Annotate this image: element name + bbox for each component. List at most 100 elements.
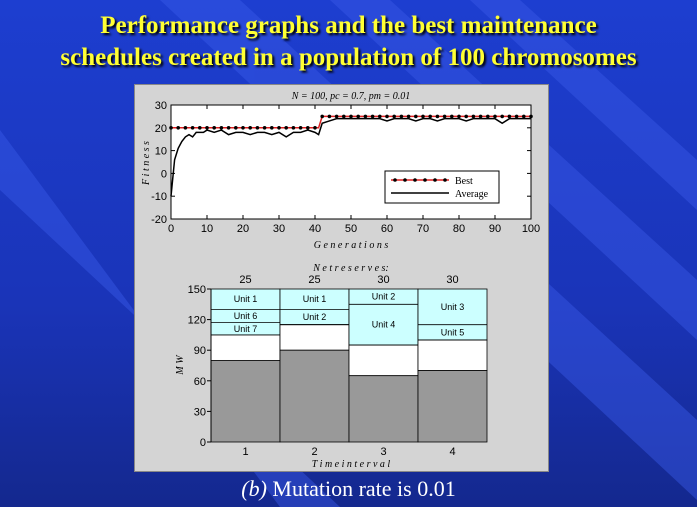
slide-title: Performance graphs and the best maintena… [0,10,697,74]
net-reserve-band [279,324,350,351]
best-fitness-marker [248,126,252,130]
load-demand-bar [279,349,350,443]
caption-text: Mutation rate is 0.01 [266,476,456,501]
best-fitness-marker [241,126,245,130]
load-demand-bar [417,370,488,443]
best-fitness-marker [457,114,461,119]
load-demand-bar [348,375,419,443]
best-fitness-marker [399,114,404,119]
legend-best-marker [433,178,437,182]
best-fitness-marker [406,114,411,119]
best-fitness-marker [349,114,353,119]
time-interval-tick-label: 1 [242,446,248,458]
best-fitness-marker [190,126,195,130]
time-interval-tick-label: 2 [311,446,317,458]
legend-best-marker [413,178,417,182]
best-fitness-marker [334,114,339,119]
fitness-y-tick-label: 0 [161,168,167,180]
net-reserve-value: 25 [239,274,251,286]
best-fitness-marker [370,114,375,119]
fitness-x-axis-label: G e n e r a t i o n s [314,240,389,251]
schedule-y-tick-label: 120 [188,315,206,327]
legend-box [384,170,500,204]
best-fitness-marker [255,126,260,130]
fitness-x-tick-label: 100 [522,223,540,235]
legend-best-marker [403,178,407,182]
best-fitness-marker [378,114,382,119]
best-fitness-marker [486,114,490,119]
best-fitness-marker [392,114,397,119]
best-fitness-marker [320,114,324,119]
best-fitness-marker [183,126,188,130]
schedule-y-tick-label: 0 [200,437,206,449]
slide-title-line-2: schedules created in a population of 100… [60,44,637,71]
best-fitness-marker [176,126,180,130]
maintenance-unit-label: Unit 6 [234,311,258,321]
best-fitness-marker [442,114,447,119]
best-fitness-marker [270,126,274,130]
time-interval-tick-label: 3 [380,446,386,458]
best-fitness-marker [205,126,209,130]
best-fitness-marker [363,114,368,119]
slide-title-line-1: Performance graphs and the best maintena… [100,12,597,39]
average-fitness-line [170,117,531,197]
fitness-x-tick-label: 0 [168,223,174,235]
best-fitness-marker [385,114,389,119]
best-fitness-marker [478,114,483,119]
best-fitness-marker [421,114,425,119]
best-fitness-marker [169,126,173,130]
fitness-y-tick-label: 20 [155,123,167,135]
best-fitness-marker [493,114,497,119]
maintenance-unit-label: Unit 1 [303,294,327,304]
legend-best-label: Best [455,176,473,187]
best-fitness-marker [291,126,296,130]
fitness-chart-title: N = 100, pc = 0.7, pm = 0.01 [291,91,411,102]
best-fitness-marker [507,114,512,119]
best-fitness-marker [284,126,288,130]
maintenance-unit-label: Unit 2 [303,312,327,322]
figure-caption: (b) Mutation rate is 0.01 [0,476,697,502]
fitness-x-tick-label: 20 [237,223,249,235]
fitness-y-axis-label: F i t n e s s [141,141,152,186]
net-reserve-value: 25 [308,274,320,286]
net-reserve-band [417,339,488,372]
net-reserve-band [210,334,281,361]
best-fitness-marker [313,126,317,130]
schedule-y-axis-label: M W [175,354,186,376]
schedule-y-tick-label: 30 [194,406,206,418]
legend-average-label: Average [455,189,489,200]
maintenance-unit-label: Unit 2 [372,292,396,302]
best-fitness-marker [435,114,440,119]
fitness-y-tick-label: -10 [151,191,167,203]
fitness-x-tick-label: 80 [453,223,465,235]
maintenance-unit-label: Unit 5 [441,327,465,337]
best-fitness-marker [226,126,231,130]
best-fitness-marker [277,126,281,130]
fitness-x-tick-label: 90 [489,223,501,235]
best-fitness-marker [414,114,418,119]
maintenance-unit-label: Unit 1 [234,294,258,304]
best-fitness-marker [522,114,526,119]
net-reserve-band [348,344,419,377]
reserves-title: N e t r e s e r v e s: [312,263,389,274]
maintenance-capacity-band [210,288,281,336]
fitness-legend [384,170,500,204]
maintenance-unit-label: Unit 3 [441,302,465,312]
best-fitness-marker [428,114,433,119]
best-fitness-marker [514,114,519,119]
best-fitness-marker [471,114,476,119]
fitness-x-tick-label: 10 [201,223,213,235]
best-fitness-marker [298,126,303,130]
maintenance-unit-label: Unit 4 [372,320,396,330]
best-fitness-marker [327,114,332,119]
best-fitness-marker [212,126,216,130]
legend-best-marker [393,178,397,182]
fitness-x-tick-label: 30 [273,223,285,235]
fitness-y-tick-label: 10 [155,146,167,158]
time-interval-tick-label: 4 [449,446,455,458]
net-reserve-value: 30 [446,274,458,286]
best-fitness-marker [198,126,202,130]
fitness-y-tick-label: -20 [151,214,167,226]
fitness-x-tick-label: 60 [381,223,393,235]
